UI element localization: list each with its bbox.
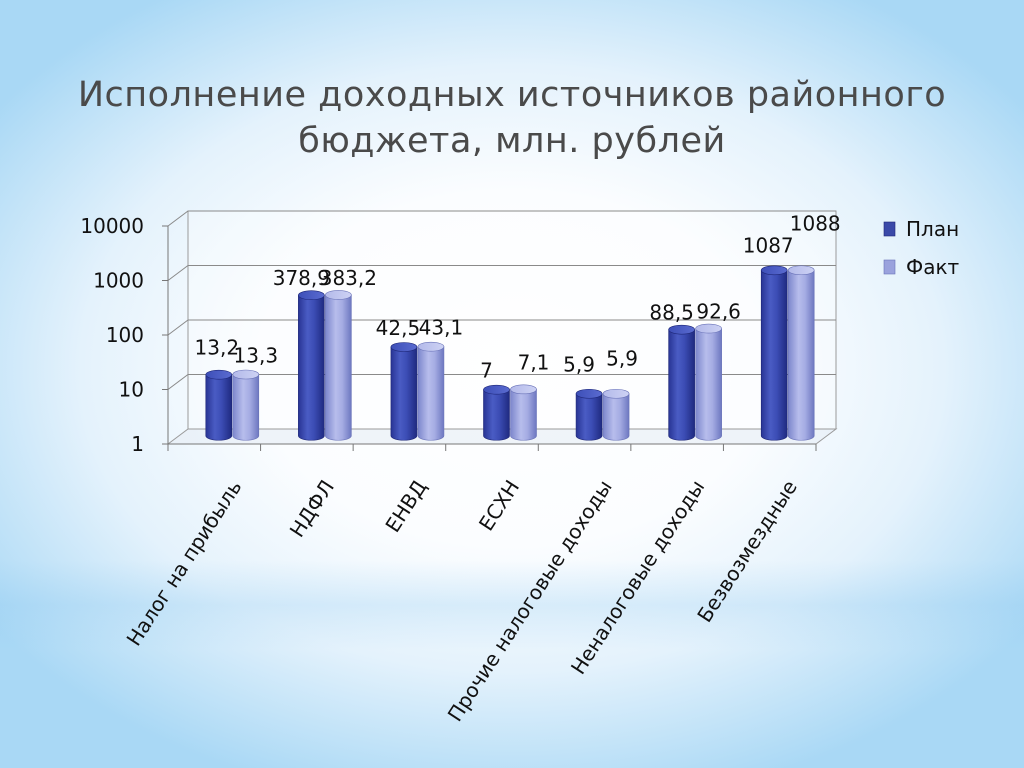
x-category-label: ЕНВД xyxy=(380,476,431,537)
data-label: 383,2 xyxy=(320,266,377,290)
bar-body xyxy=(695,328,722,441)
bar-body xyxy=(390,346,418,441)
bar-fact xyxy=(602,388,630,441)
x-category-label: НДФЛ xyxy=(285,476,339,542)
bar-top xyxy=(205,369,233,380)
bar-top xyxy=(298,290,325,301)
bar-body xyxy=(787,269,815,441)
bar-body xyxy=(510,389,537,441)
bar-top xyxy=(602,388,630,399)
legend-item: Факт xyxy=(883,255,960,279)
data-label: 43,1 xyxy=(419,316,464,340)
y-tick-label: 10 xyxy=(119,378,144,402)
data-label: 42,5 xyxy=(376,316,421,340)
data-label: 5,9 xyxy=(563,353,595,377)
bar-top xyxy=(325,290,352,300)
bar-top xyxy=(483,384,510,395)
gridline xyxy=(167,265,836,281)
x-category-label: Безвозмездные xyxy=(692,476,802,627)
page-title: Исполнение доходных источников районного… xyxy=(0,72,1024,164)
gridline xyxy=(167,374,836,390)
bar-body xyxy=(483,389,510,441)
x-category-label: Налог на прибыль xyxy=(122,476,247,650)
data-label: 7 xyxy=(480,359,493,383)
bar-plan xyxy=(668,324,695,441)
bar-top xyxy=(787,265,815,276)
y-tick-label: 1000 xyxy=(93,269,144,293)
bar-body xyxy=(417,346,445,441)
x-category-label: ЕСХН xyxy=(474,476,524,535)
data-label: 1088 xyxy=(790,211,841,235)
bar-top xyxy=(417,341,445,352)
data-label: 92,6 xyxy=(696,300,741,324)
bar-fact xyxy=(232,369,260,441)
bar-plan xyxy=(205,369,233,441)
y-tick-label: 100 xyxy=(106,323,144,347)
legend: План Факт xyxy=(883,217,960,279)
bar-fact xyxy=(510,384,537,441)
bar-fact xyxy=(325,290,352,441)
bar-plan xyxy=(575,388,603,441)
bar-fact xyxy=(417,341,445,441)
legend-label: План xyxy=(906,217,959,241)
bar-plan xyxy=(760,265,788,441)
data-label: 88,5 xyxy=(649,301,694,325)
bar-top xyxy=(695,323,722,334)
bar-plan xyxy=(298,290,325,441)
legend-label: Факт xyxy=(906,255,960,279)
bar-plan xyxy=(483,384,510,441)
data-label: 5,9 xyxy=(606,347,638,371)
bar-top xyxy=(510,384,537,395)
bars-layer xyxy=(205,265,815,441)
bar-top xyxy=(760,265,788,276)
bar-top xyxy=(575,388,603,399)
x-category-label: Прочие налоговые доходы xyxy=(443,476,617,726)
bar-body xyxy=(325,294,352,441)
legend-swatch xyxy=(883,221,896,237)
bar-fact xyxy=(787,265,815,441)
bar-top xyxy=(390,342,418,352)
data-label: 1087 xyxy=(743,233,794,257)
data-label: 13,2 xyxy=(195,336,240,360)
bar-body xyxy=(760,269,788,441)
y-tick-label: 10000 xyxy=(80,214,144,238)
bar-body xyxy=(232,374,260,441)
y-tick-label: 1 xyxy=(131,432,144,456)
bar-body xyxy=(668,329,695,441)
bar-top xyxy=(668,324,695,335)
legend-item: План xyxy=(883,217,959,241)
bar-body xyxy=(298,294,325,441)
bar-top xyxy=(232,369,260,380)
bar-body xyxy=(602,393,630,441)
data-label: 378,9 xyxy=(273,266,330,290)
bar-plan xyxy=(390,342,418,441)
gridline xyxy=(167,319,836,336)
data-label: 13,3 xyxy=(234,344,279,368)
legend-swatch xyxy=(883,259,896,275)
bar-body xyxy=(575,393,603,441)
bar-body xyxy=(205,374,233,441)
data-labels-layer: 13,2 378,9 42,5 7 5,9 88,5 1087 13,3 383,2 43,1 7,… xyxy=(195,211,841,382)
bar-fact xyxy=(695,323,722,441)
title-line-2: бюджета, млн. рублей xyxy=(298,121,726,161)
data-label: 7,1 xyxy=(518,350,550,374)
gridline xyxy=(167,210,836,227)
title-line-1: Исполнение доходных источников районного xyxy=(77,75,947,115)
